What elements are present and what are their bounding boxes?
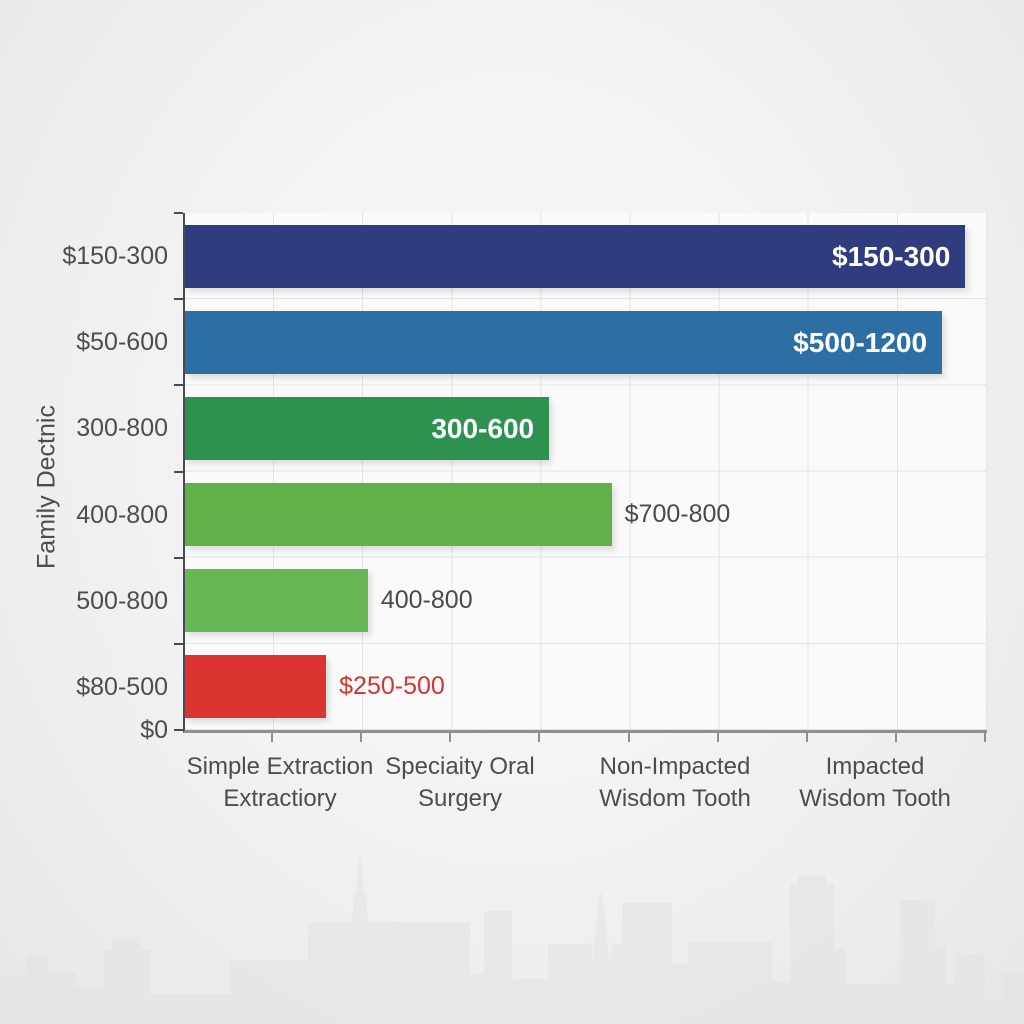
bar-value-label: $250-500 [339, 672, 445, 701]
bar-row: $500-1200 [185, 299, 987, 385]
category-line2: Wisdom Tooth [799, 785, 951, 812]
y-axis-tick-label: 300-800 [76, 414, 168, 443]
x-axis-tick [716, 733, 719, 742]
bar: $150-300 [185, 224, 966, 288]
x-axis-tick [538, 733, 541, 742]
y-axis-tick-label: 500-800 [76, 586, 168, 615]
bar-row: $150-300 [185, 213, 987, 299]
x-axis-tick [894, 733, 897, 742]
y-axis-tick-label: 400-800 [76, 500, 168, 529]
x-axis-tick [805, 733, 808, 742]
bar-value-label: 400-800 [380, 586, 473, 615]
y-axis-tick [174, 729, 183, 732]
y-axis-tick [174, 212, 183, 214]
skyline-shape [0, 856, 1024, 1024]
bar: $500-1200 [185, 310, 943, 374]
bar [185, 483, 612, 546]
city-skyline-silhouette [0, 856, 1024, 1024]
bar: 300-600 [185, 396, 550, 460]
category-line2: Surgery [417, 785, 503, 812]
y-axis-tick [174, 470, 183, 473]
y-axis-tick [174, 556, 183, 559]
x-axis-category-label: Non-Impacted Wisdom Tooth [555, 751, 795, 815]
x-axis-tick [984, 733, 986, 742]
bar [185, 569, 368, 633]
bar-row: $250-500 [185, 644, 987, 730]
category-line2: Extractiory [223, 785, 337, 812]
y-axis-tick [174, 642, 183, 645]
x-axis-tick [271, 733, 274, 742]
y-axis-tick [174, 384, 183, 387]
y-axis-tick-label: $50-600 [76, 328, 168, 357]
bar-row: 400-800 [185, 558, 987, 644]
bar-value-label: $500-1200 [793, 326, 928, 358]
bar [185, 655, 327, 719]
bar-value-label: 300-600 [431, 412, 535, 444]
x-axis-tick [360, 733, 363, 742]
x-axis-tick [449, 733, 452, 742]
y-axis-tick [174, 298, 183, 301]
y-axis-tick-label: $80-500 [76, 672, 168, 701]
y-axis-tick-label: $150-300 [62, 242, 168, 270]
y-axis-origin-label: $0 [140, 716, 168, 744]
x-axis-category-label: Impacted Wisdom Tooth [755, 751, 995, 815]
y-axis-labels: $150-300 $50-600 300-800 400-800 500-800 $80-… [0, 213, 168, 730]
bar-value-label: $150-300 [832, 240, 951, 272]
category-line1: Impacted [825, 753, 925, 780]
x-axis-tick [627, 733, 630, 742]
x-axis-category-label: Simple Extraction Extractiory [160, 751, 400, 815]
bar-row: $700-800 [185, 472, 987, 558]
x-axis-category-label: Speciaity Oral Surgery [340, 751, 580, 815]
bar-value-label: $700-800 [624, 500, 731, 528]
category-line1: Speciaity Oral [385, 753, 535, 780]
bar-row: 300-600 [185, 385, 987, 471]
bar-rows: $150-300 $500-1200 300-600 $700-800 400-800 $… [185, 213, 987, 730]
category-line1: Non-Impacted [599, 753, 751, 780]
category-line2: Wisdom Tooth [599, 785, 751, 812]
plot-area: $150-300 $500-1200 300-600 $700-800 400-800 $… [183, 213, 987, 733]
category-line1: Simple Extraction [186, 753, 374, 780]
